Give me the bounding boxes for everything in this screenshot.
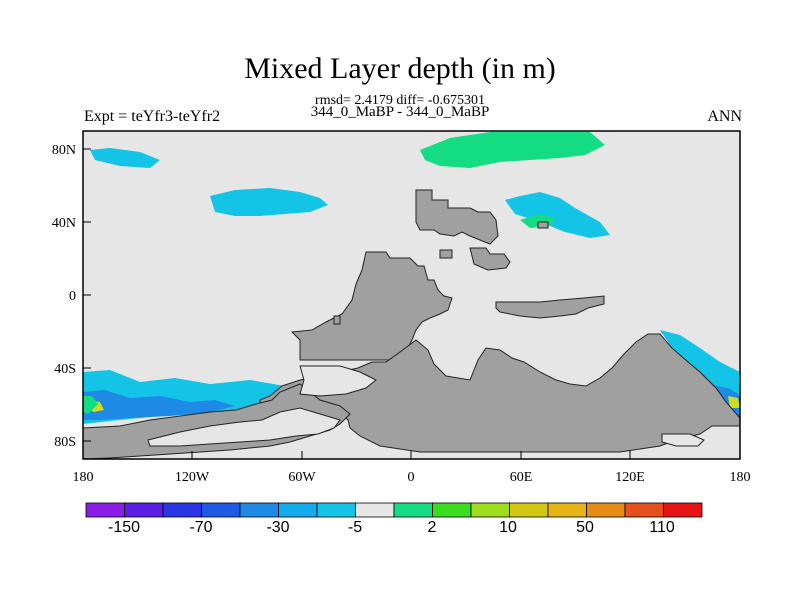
x-axis [82, 451, 741, 459]
arctic-anomaly [420, 132, 605, 168]
north-pacific-strip [90, 148, 160, 168]
land-equatorial-east [495, 295, 605, 319]
x-tick-label: 120E [615, 470, 645, 485]
colorbar-swatch [624, 502, 664, 518]
land-island-pacific [333, 315, 341, 325]
colorbar [85, 502, 703, 518]
land-europe [415, 189, 499, 245]
north-atlantic-anomaly [505, 192, 610, 238]
experiment-line: 344_0_MaBP - 344_0_MaBP [310, 104, 490, 120]
inner-basin-east [661, 433, 705, 447]
colorbar-label: -5 [348, 519, 362, 536]
colorbar-label: 110 [649, 519, 675, 536]
colorbar-swatch [162, 502, 202, 518]
x-tick-label: 60W [288, 470, 316, 485]
colorbar-swatch [278, 502, 318, 518]
colorbar-label: 50 [576, 519, 594, 536]
colorbar-label: -70 [189, 519, 212, 536]
inner-ocean-basins [147, 365, 705, 447]
colorbar-swatch [239, 502, 279, 518]
colorbar-label: 2 [428, 519, 437, 536]
x-tick-label: 0 [408, 470, 415, 485]
colorbar-swatch [663, 502, 703, 518]
y-tick-label: 40N [52, 216, 76, 231]
y-tick-label: 80S [54, 435, 76, 450]
land-americas [290, 251, 453, 361]
map-panel [82, 130, 741, 460]
y-axis [83, 148, 91, 442]
season-label: ANN [707, 108, 742, 125]
colorbar-swatch [509, 502, 549, 518]
x-tick-label: 180 [73, 470, 94, 485]
y-tick-label: 0 [69, 289, 76, 304]
x-tick-label: 120W [175, 470, 210, 485]
colorbar-swatch [547, 502, 587, 518]
north-pacific-anomaly [210, 188, 328, 216]
experiment-label: Expt = teYfr3-teYfr2 [84, 108, 221, 125]
colorbar-swatch [124, 502, 164, 518]
y-tick-label: 40S [54, 362, 76, 377]
land-small-islands [469, 247, 511, 271]
x-tick-label: 60E [510, 470, 533, 485]
y-tick-label: 80N [52, 143, 76, 158]
colorbar-swatch [586, 502, 626, 518]
colorbar-label: -30 [266, 519, 289, 536]
land-africa-south [259, 333, 741, 453]
east-south-yellow [728, 396, 740, 408]
colorbar-label: -150 [108, 519, 140, 536]
colorbar-swatch [432, 502, 472, 518]
land-island-atlantic [537, 221, 549, 229]
x-tick-labels: 180 120W 60W 0 60E 120E 180 [73, 470, 751, 485]
colorbar-label: 10 [499, 519, 517, 536]
y-tick-labels: 80N 40N 0 40S 80S [52, 143, 76, 450]
land-masses [82, 189, 741, 460]
colorbar-swatch [201, 502, 241, 518]
inner-basin-south [147, 407, 341, 447]
colorbar-swatch [470, 502, 510, 518]
x-tick-label: 180 [730, 470, 751, 485]
stats-line: rmsd= 2.4179 diff= -0.675301 [315, 93, 485, 108]
page-title: Mixed Layer depth (in m) [244, 52, 556, 85]
colorbar-labels: -150 -70 -30 -5 2 10 50 110 [108, 519, 675, 536]
colorbar-swatch [85, 502, 125, 518]
southern-pos-green [83, 396, 98, 414]
colorbar-swatch [393, 502, 433, 518]
colorbar-swatch [316, 502, 356, 518]
land-island-north [439, 249, 453, 259]
colorbar-swatch [355, 502, 395, 518]
inner-basin-west [299, 365, 377, 397]
southern-ocean-west-core [83, 390, 235, 420]
